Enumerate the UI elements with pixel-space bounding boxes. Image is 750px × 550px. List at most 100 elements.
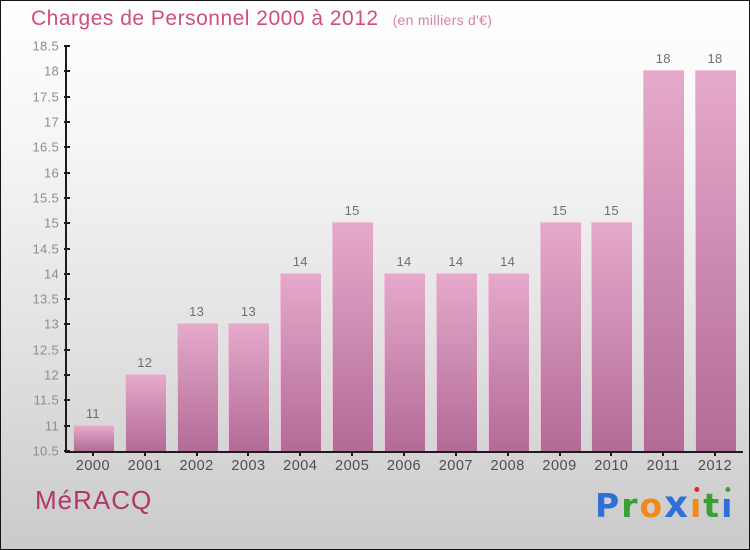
y-tick-mark [64,424,70,427]
y-tick-mark [64,70,70,73]
x-tick-label: 2009 [542,458,577,474]
title-row: Charges de Personnel 2000 à 2012 (en mill… [31,7,492,31]
x-tick-label: 2010 [594,458,629,474]
y-tick-label: 17.5 [32,89,59,105]
y-tick-label: 17 [43,114,59,130]
bar-2003 [228,323,270,451]
x-tick-label: 2006 [386,458,422,474]
bar-value-label: 13 [189,304,205,320]
bar-value-label: 12 [137,355,153,371]
logo-letter: x [664,483,690,526]
x-tick-mark [299,451,302,456]
x-tick-mark [91,451,94,456]
y-tick-mark [64,196,70,199]
y-tick-mark [64,95,70,98]
y-tick-mark [64,146,70,149]
x-tick-label: 2012 [697,458,733,474]
x-tick-mark [610,451,613,456]
y-tick-label: 11 [44,418,59,434]
bar-value-label: 14 [396,253,412,269]
y-tick-mark [64,171,70,174]
bar-2001 [124,374,166,451]
y-tick-label: 16 [43,165,59,181]
x-tick-label: 2003 [231,458,266,474]
org-name: MéRACQ [35,485,153,515]
bar-value-label: 11 [85,405,100,421]
y-tick-label: 11.5 [33,392,59,408]
y-tick-mark [64,247,70,250]
bar-value-label: 14 [292,253,308,269]
x-tick-label: 2011 [646,458,680,474]
y-tick-mark [64,399,70,402]
logo-letter: ı [689,486,704,525]
logo-letter: t [703,486,722,525]
y-tick-mark [64,450,70,452]
bar-value-label: 15 [603,203,619,219]
proxiti-logo: Proxı tı [595,483,734,526]
bar-2004 [280,272,322,451]
logo-letter-dot [725,486,731,492]
bar-2012 [695,70,737,451]
x-tick-mark [195,451,198,456]
bar-value-label: 15 [344,203,360,219]
x-tick-mark [454,451,457,456]
y-tick-mark [64,222,70,225]
bar-value-label: 13 [240,304,256,320]
y-tick-label: 14 [43,266,59,282]
logo-letter: ı [721,486,735,525]
logo-letter-dot [694,486,700,492]
x-tick-label: 2008 [490,458,525,474]
y-tick-label: 10.5 [32,443,59,459]
x-tick-mark [143,451,146,456]
bar-value-label: 18 [655,51,671,67]
bar-value-label: 14 [448,253,464,269]
bar-value-label: 18 [707,51,723,67]
bar-2007 [435,272,477,451]
y-tick-mark [64,272,70,275]
y-tick-mark [64,45,70,47]
x-tick-mark [247,451,250,456]
x-tick-mark [558,451,561,456]
bar-2005 [332,222,374,451]
plot-area [67,46,741,451]
y-tick-label: 16.5 [32,139,59,155]
chart-title: Charges de Personnel 2000 à 2012 [31,7,379,30]
x-tick-label: 2002 [179,458,214,474]
bar-2000 [72,424,114,451]
x-tick-label: 2001 [127,458,162,474]
y-tick-mark [64,298,70,301]
chart-subtitle: (en milliers d'€) [392,12,493,28]
y-tick-label: 13 [43,316,59,332]
bar-2010 [591,222,633,451]
x-tick-mark [714,451,717,456]
y-tick-mark [64,323,70,326]
x-tick-label: 2005 [335,458,370,474]
y-tick-label: 18.5 [32,38,59,54]
bar-2011 [643,70,685,451]
y-tick-label: 15 [43,215,59,231]
x-tick-mark [662,451,665,456]
bar-2002 [176,323,218,451]
y-tick-label: 12 [43,367,59,383]
logo-letter: P [595,486,622,525]
bar-2008 [487,272,529,451]
x-tick-mark [506,451,509,456]
y-tick-mark [64,374,70,377]
bar-2009 [539,222,581,451]
y-tick-label: 14.5 [32,241,59,256]
x-tick-label: 2004 [283,458,318,474]
y-tick-label: 12.5 [32,342,59,358]
x-tick-mark [351,451,354,456]
y-tick-mark [64,348,70,351]
y-tick-mark [64,120,70,123]
bar-value-label: 15 [552,203,568,219]
bar-2006 [384,272,425,451]
y-tick-label: 18 [43,63,59,79]
y-tick-label: 13.5 [32,291,59,307]
x-tick-label: 2007 [438,458,473,474]
bar-value-label: 14 [500,253,516,269]
y-tick-label: 15.5 [32,190,59,206]
logo-letter: o [639,486,665,525]
logo-letter: r [621,486,640,525]
